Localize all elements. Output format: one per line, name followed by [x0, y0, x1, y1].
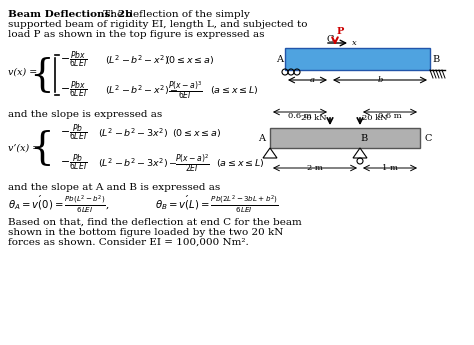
Text: $-\frac{Pb}{6LEI}$: $-\frac{Pb}{6LEI}$ — [60, 152, 87, 174]
Text: The deflection of the simply: The deflection of the simply — [100, 10, 250, 19]
Text: $(0\leq x\leq a)$: $(0\leq x\leq a)$ — [172, 127, 221, 139]
Bar — [270, 128, 420, 148]
Text: and the slope at A and B is expressed as: and the slope at A and B is expressed as — [8, 183, 220, 192]
Text: 2 m: 2 m — [307, 164, 323, 172]
Text: B: B — [360, 134, 367, 142]
Text: 0.6 m: 0.6 m — [288, 112, 312, 120]
Text: {: { — [29, 57, 54, 93]
Text: B: B — [432, 55, 439, 63]
Text: C: C — [326, 35, 334, 44]
Text: {: { — [29, 129, 54, 167]
Text: $-\frac{Pbx}{6LEI}$: $-\frac{Pbx}{6LEI}$ — [60, 49, 87, 71]
Text: $\theta_B = v\'(L) = \frac{Pb(2L^2-3bL+b^2)}{6LEI}$: $\theta_B = v\'(L) = \frac{Pb(2L^2-3bL+b… — [155, 194, 278, 215]
Text: $(a\leq x\leq L)$: $(a\leq x\leq L)$ — [210, 84, 259, 96]
Text: C: C — [425, 134, 432, 142]
Text: 0.6 m: 0.6 m — [378, 112, 402, 120]
Text: $\frac{P(x-a)^2}{2EI}$: $\frac{P(x-a)^2}{2EI}$ — [175, 152, 210, 174]
Text: $(0\leq x\leq a)$: $(0\leq x\leq a)$ — [165, 54, 214, 66]
Text: P: P — [337, 27, 345, 36]
Text: $(a\leq x\leq L)$: $(a\leq x\leq L)$ — [216, 157, 264, 169]
Text: 1 m: 1 m — [382, 164, 398, 172]
Text: $(L^2-b^2-3x^2)$: $(L^2-b^2-3x^2)$ — [98, 126, 168, 140]
Polygon shape — [263, 148, 277, 158]
Text: $(L^2-b^2-3x^2)-$: $(L^2-b^2-3x^2)-$ — [98, 156, 178, 170]
Text: Beam Deflections: 2b: Beam Deflections: 2b — [8, 10, 132, 19]
Bar — [285, 48, 430, 70]
Text: b: b — [377, 76, 383, 84]
Text: load P as shown in the top figure is expressed as: load P as shown in the top figure is exp… — [8, 30, 264, 39]
Text: Based on that, find the deflection at end C for the beam: Based on that, find the deflection at en… — [8, 218, 302, 227]
Text: $\theta_A = v\'(0) = \frac{Pb(L^2-b^2)}{6LEI}$,: $\theta_A = v\'(0) = \frac{Pb(L^2-b^2)}{… — [8, 194, 109, 215]
Text: $\frac{P(x-a)^3}{6EI}$: $\frac{P(x-a)^3}{6EI}$ — [168, 79, 203, 101]
Text: forces as shown. Consider EI = 100,000 Nm².: forces as shown. Consider EI = 100,000 N… — [8, 238, 249, 247]
Text: supported beam of rigidity EI, length L, and subjected to: supported beam of rigidity EI, length L,… — [8, 20, 308, 29]
Text: v’(x) =: v’(x) = — [8, 144, 40, 152]
Text: 20 kN: 20 kN — [362, 114, 388, 122]
Polygon shape — [353, 148, 367, 158]
Text: $-\frac{Pb}{6LEI}$: $-\frac{Pb}{6LEI}$ — [60, 122, 87, 144]
Text: $(L^2-b^2-x^2)$: $(L^2-b^2-x^2)$ — [105, 53, 169, 67]
Text: v(x) =: v(x) = — [8, 68, 37, 77]
Text: and the slope is expressed as: and the slope is expressed as — [8, 110, 162, 119]
Text: 20 kN: 20 kN — [301, 114, 327, 122]
Text: A: A — [258, 134, 265, 142]
Text: $-\frac{Pbx}{6LEI}$: $-\frac{Pbx}{6LEI}$ — [60, 79, 87, 101]
Text: a: a — [310, 76, 315, 84]
Text: shown in the bottom figure loaded by the two 20 kN: shown in the bottom figure loaded by the… — [8, 228, 283, 237]
Text: A: A — [276, 55, 283, 63]
Text: $(L^2-b^2-x^2)-$: $(L^2-b^2-x^2)-$ — [105, 83, 179, 97]
Text: x: x — [352, 39, 357, 47]
